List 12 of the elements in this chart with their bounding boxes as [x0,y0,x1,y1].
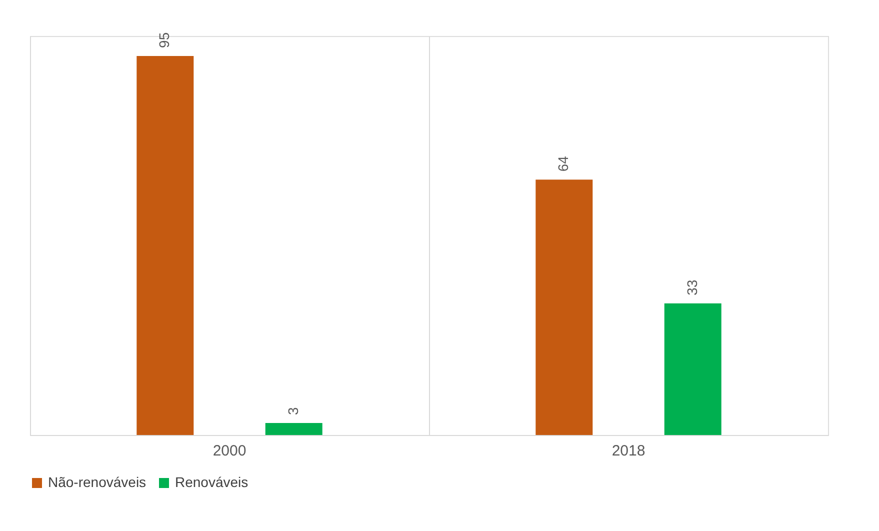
legend-label: Não-renováveis [48,474,146,490]
bar [136,56,194,435]
x-tick-label: 2000 [212,442,246,460]
data-label: 95 [156,32,172,48]
data-label: 64 [555,156,572,172]
bar [536,180,593,435]
x-tick-label: 2018 [612,442,646,460]
bar [664,303,722,435]
legend-label: Renováveis [175,474,248,490]
data-label: 33 [684,280,700,296]
data-label: 3 [284,407,301,416]
bar [265,423,322,435]
